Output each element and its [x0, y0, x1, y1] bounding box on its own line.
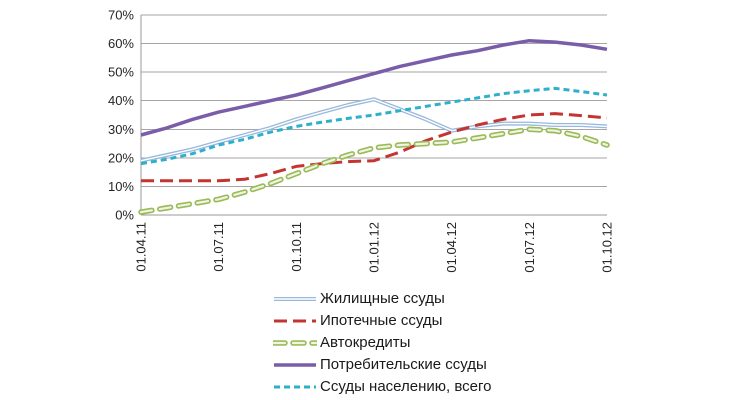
x-tick-label: 01.07.12 — [522, 222, 537, 273]
y-tick-label: 0% — [115, 208, 134, 223]
series-line-1 — [141, 112, 608, 183]
y-tick-label: 60% — [108, 36, 134, 51]
auto-loans-line-swatch-icon — [273, 340, 317, 346]
x-tick-label: 01.07.11 — [211, 222, 226, 272]
series-line-3 — [140, 38, 608, 137]
series-line-core-0 — [140, 98, 608, 162]
series-line-4 — [140, 86, 608, 166]
line-chart-plot: 0% 10% 20% 30% 40% 50% 60% 70% 01.04.11 01.07.11 0… — [108, 8, 615, 273]
legend-item-avtokredity: Автокредиты — [273, 332, 491, 354]
legend-label: Потребительские ссуды — [320, 356, 487, 373]
legend-label: Ссуды населению, всего — [320, 378, 492, 395]
x-tick-label: 01.10.11 — [289, 222, 304, 272]
legend-label: Жилищные ссуды — [320, 290, 445, 307]
legend-item-potrebitelskie: Потребительские ссуды — [273, 354, 491, 376]
y-tick-label: 40% — [108, 93, 134, 108]
x-tick-label: 01.04.11 — [134, 222, 149, 272]
x-tick-label: 01.04.12 — [444, 222, 459, 273]
y-tick-label: 70% — [108, 8, 134, 23]
housing-loans-line-swatch-icon — [274, 297, 316, 301]
consumer-loans-line-swatch-icon — [274, 363, 316, 367]
chart-legend: Жилищные ссуды Ипотечные ссуды Автокреди… — [273, 288, 491, 398]
legend-item-ipotechnye: Ипотечные ссуды — [273, 310, 491, 332]
series-line-core-2 — [139, 128, 609, 214]
y-tick-label: 20% — [108, 150, 134, 165]
x-tick-label: 01.10.12 — [600, 222, 615, 273]
legend-item-ssudy-vsego: Ссуды населению, всего — [273, 376, 491, 398]
legend-item-zhilischnye: Жилищные ссуды — [273, 288, 491, 310]
y-tick-label: 50% — [108, 65, 134, 80]
legend-label: Ипотечные ссуды — [320, 312, 443, 329]
total-household-loans-line-swatch-icon — [274, 385, 316, 389]
mortgage-loans-line-swatch-icon — [274, 319, 316, 323]
y-tick-label: 10% — [108, 179, 134, 194]
series-line-2 — [138, 126, 610, 215]
y-tick-label: 30% — [108, 122, 134, 137]
x-tick-label: 01.01.12 — [367, 222, 382, 273]
legend-label: Автокредиты — [320, 334, 411, 351]
